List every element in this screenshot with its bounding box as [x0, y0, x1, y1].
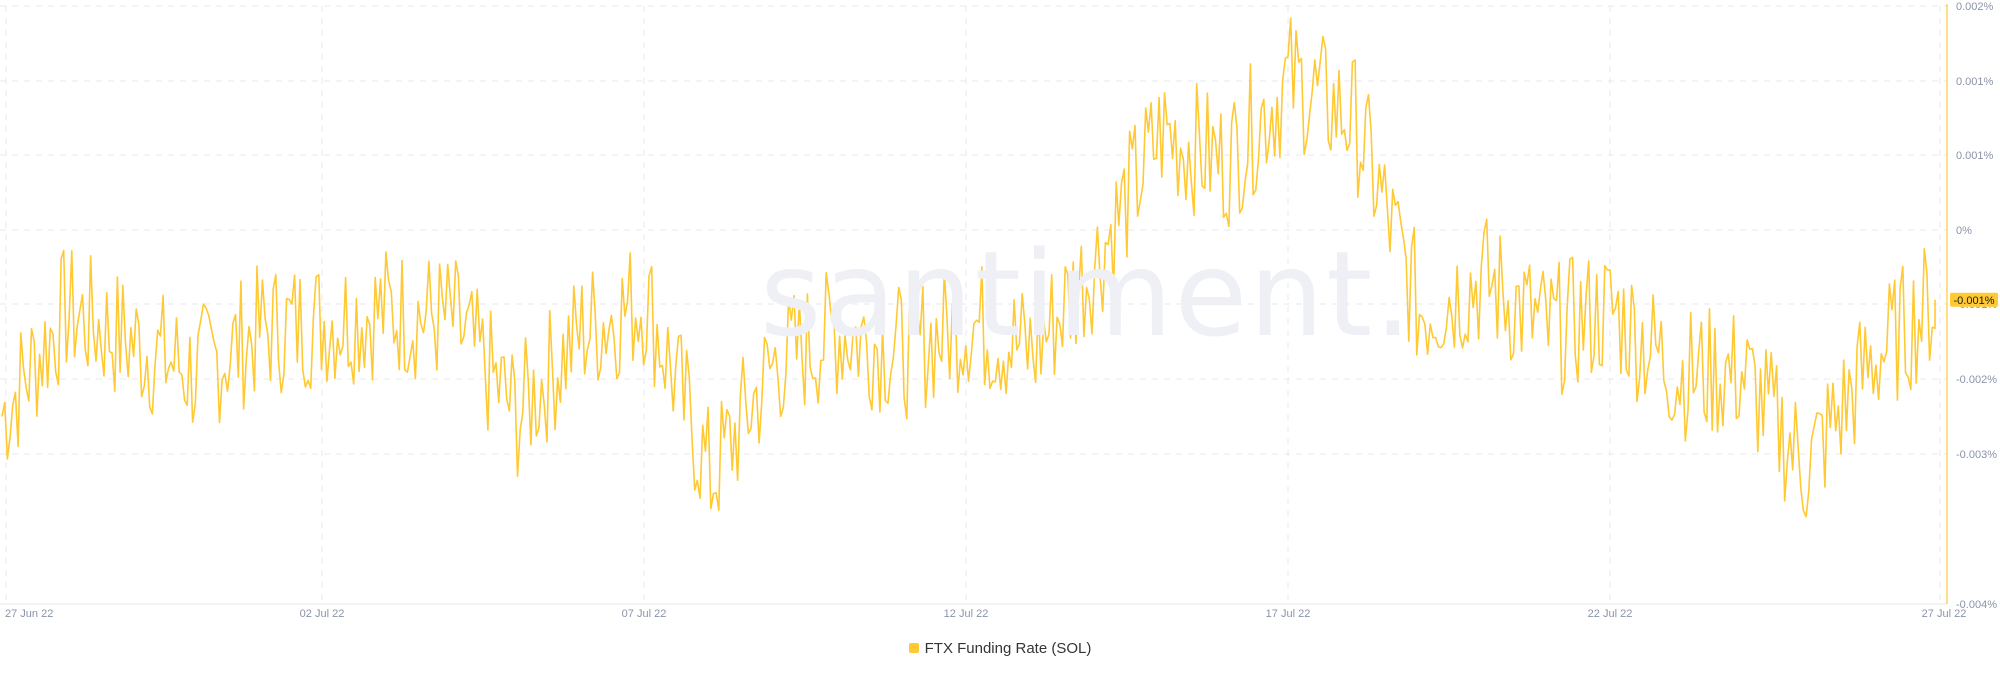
y-tick-label: 0.002%: [1956, 1, 1994, 13]
x-tick-label: 12 Jul 22: [944, 608, 989, 620]
x-tick-label: 22 Jul 22: [1588, 608, 1633, 620]
x-axis-ticks: 27 Jun 22 02 Jul 22 07 Jul 22 12 Jul 22 17 J…: [5, 608, 1966, 620]
legend: FTX Funding Rate (SOL): [0, 640, 2000, 657]
y-tick-label: 0%: [1956, 225, 1972, 237]
y-tick-label: 0.001%: [1956, 76, 1994, 88]
x-tick-label: 17 Jul 22: [1266, 608, 1311, 620]
current-value-text: -0.001%: [1954, 295, 1995, 307]
y-tick-label: 0.001%: [1956, 150, 1994, 162]
x-tick-label: 27 Jun 22: [5, 608, 53, 620]
current-value-badge: [1950, 292, 1998, 307]
legend-swatch: [908, 643, 919, 653]
legend-label: FTX Funding Rate (SOL): [924, 640, 1092, 657]
x-tick-label: 27 Jul 22: [1922, 608, 1967, 620]
grid: [0, 5, 1947, 605]
x-tick-label: 07 Jul 22: [622, 608, 667, 620]
y-tick-label: -0.003%: [1956, 449, 1997, 461]
series-line-layer: [1, 17, 1936, 518]
y-tick-label: -0.004%: [1956, 599, 1997, 611]
x-tick-label: 02 Jul 22: [300, 608, 345, 620]
current-value-marker: -0.001%: [1950, 292, 1998, 307]
series-line-ftx-funding-rate-sol: [1, 17, 1936, 518]
y-tick-label: -0.002%: [1956, 374, 1997, 386]
